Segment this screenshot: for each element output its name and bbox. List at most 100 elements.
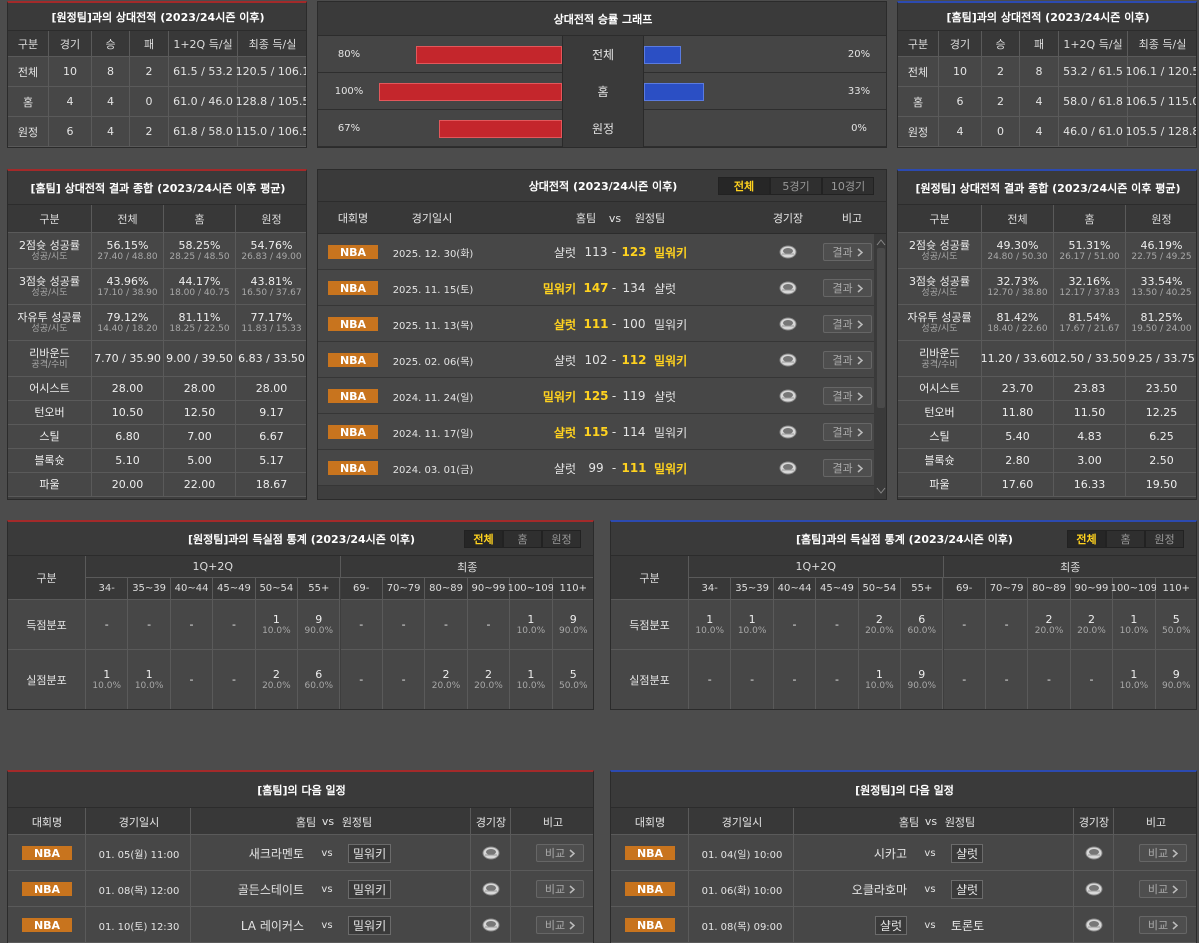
action-button[interactable]: 결과 (823, 459, 872, 477)
away-team: 밀워키 (654, 317, 688, 332)
home-team: 새크라멘토 (194, 835, 304, 871)
away-pct: 20% (847, 49, 871, 60)
dist-count: 2 (442, 667, 450, 681)
dist-cell: 5 50.0% (1155, 600, 1196, 650)
dist-cell: - (943, 600, 986, 650)
table-cell: 120.5 / 106.1 (236, 57, 306, 87)
action-button[interactable]: 결과 (823, 279, 872, 297)
dist-cell: - (1028, 650, 1071, 709)
header-cell (511, 808, 593, 835)
stadium-icon (779, 461, 797, 475)
tab[interactable]: 원정 (1145, 530, 1184, 548)
home-team: 시카고 (797, 835, 907, 871)
stat-value: 20.00 (111, 478, 144, 491)
stat-value: 6.25 (1149, 430, 1174, 443)
stat-sub-label: 성공/시도 (31, 251, 68, 262)
stat-cell: 5.10 (92, 449, 164, 473)
stat-value: 12.50 / 33.50 (1052, 352, 1127, 365)
action-button[interactable]: 비교 (1139, 844, 1187, 862)
table-cell: 106.5 / 115.0 (1126, 87, 1196, 117)
bin-header: 50~54 (858, 578, 902, 600)
button-label: 결과 (832, 462, 853, 475)
stat-cell: 28.00 (164, 377, 236, 401)
action-button[interactable]: 결과 (823, 387, 872, 405)
row-label: 득점분포 (611, 600, 689, 650)
stadium-icon (482, 918, 500, 932)
game-date: 01. 08(목) 12:00 (98, 885, 180, 897)
dist-count: 5 (1172, 612, 1180, 626)
tab[interactable]: 전체 (464, 530, 503, 548)
column-header: 경기일시 (118, 815, 160, 829)
action-button[interactable]: 비교 (536, 880, 584, 898)
dist-cell: - (985, 650, 1029, 709)
stat-cell: 23.50 (1126, 377, 1196, 401)
header-cell (471, 808, 511, 835)
game-row: NBA 2025. 12. 30(화) 샬럿 113-123 밀워키 결과 (318, 234, 874, 270)
chevron-icon (857, 283, 863, 293)
action-button[interactable]: 결과 (823, 351, 872, 369)
action-button[interactable]: 비교 (1139, 916, 1187, 934)
dist-pct: 10.0% (865, 680, 894, 691)
row-label: 홈 (562, 73, 644, 110)
home-bar (379, 83, 562, 101)
stat-sub-value: 12.17 / 37.83 (1059, 287, 1120, 298)
action-button[interactable]: 결과 (823, 243, 872, 261)
tab[interactable]: 원정 (542, 530, 581, 548)
table-cell: 105.5 / 128.8 (1126, 117, 1196, 147)
action-button[interactable]: 비교 (536, 916, 584, 934)
tab[interactable]: 전체 (718, 177, 770, 195)
stat-cell: 46.19% 22.75 / 49.25 (1126, 233, 1196, 269)
stat-sub-value: 26.83 / 49.00 (241, 251, 302, 262)
stat-cell: 2.50 (1126, 449, 1196, 473)
dist-pct: 50.0% (1161, 625, 1191, 636)
tab[interactable]: 5경기 (770, 177, 822, 195)
stat-cell: 9.25 / 33.75 (1126, 341, 1196, 377)
game-row: NBA 2024. 03. 01(금) 샬럿 99-111 밀워키 결과 (318, 450, 874, 486)
stat-sub-value: 16.50 / 37.67 (241, 287, 302, 298)
tab[interactable]: 10경기 (822, 177, 874, 195)
column-header: 홈팀 (898, 815, 920, 829)
chevron-icon (569, 884, 576, 894)
stat-value: 56.15% (106, 238, 149, 252)
stat-cell: 23.70 (982, 377, 1054, 401)
dist-cell: 1 10.0% (1113, 600, 1156, 650)
column-header: 홈팀 (575, 212, 597, 225)
dist-count: 2 (1087, 612, 1095, 626)
league-badge: NBA (625, 882, 675, 896)
stat-value: 81.54% (1068, 310, 1111, 324)
dist-pct: 20.0% (431, 680, 461, 691)
action-button[interactable]: 비교 (1139, 880, 1187, 898)
league-badge: NBA (22, 918, 72, 932)
away-team: 밀워키 (348, 871, 458, 907)
bin-header: 100~109 (1111, 578, 1157, 600)
tab[interactable]: 홈 (1106, 530, 1145, 548)
stat-cell: 77.17% 11.83 / 15.33 (236, 305, 306, 341)
action-button[interactable]: 결과 (823, 423, 872, 441)
stat-value: 81.42% (996, 310, 1039, 324)
tab[interactable]: 전체 (1067, 530, 1106, 548)
dist-cell: 2 20.0% (858, 600, 902, 650)
button-label: 비교 (1147, 919, 1169, 932)
stat-value: 33.54% (1140, 274, 1183, 288)
dist-count: - (750, 673, 755, 686)
action-button[interactable]: 결과 (823, 315, 872, 333)
tab[interactable]: 홈 (503, 530, 542, 548)
stat-sub-value: 19.50 / 24.00 (1131, 323, 1192, 334)
bin-header: 55+ (298, 578, 341, 600)
dist-pct: 10.0% (92, 680, 121, 691)
table-cell: 전체 (898, 57, 939, 87)
row-label: 전체 (562, 36, 644, 73)
home-team: 샬럿 (553, 353, 576, 368)
header-band (318, 202, 886, 234)
column-header: vs (608, 211, 622, 225)
away-score: 123 (621, 245, 647, 259)
table-cell: 2 (130, 57, 169, 87)
dist-count: - (359, 673, 364, 686)
home-team-name: 새크라멘토 (248, 846, 304, 861)
action-button[interactable]: 비교 (536, 844, 584, 862)
stat-name: 리바운드 (919, 346, 960, 360)
stat-name: 리바운드 (29, 346, 70, 360)
column-header: 비고 (1145, 815, 1167, 829)
stat-cell: 7.70 / 35.90 (92, 341, 164, 377)
